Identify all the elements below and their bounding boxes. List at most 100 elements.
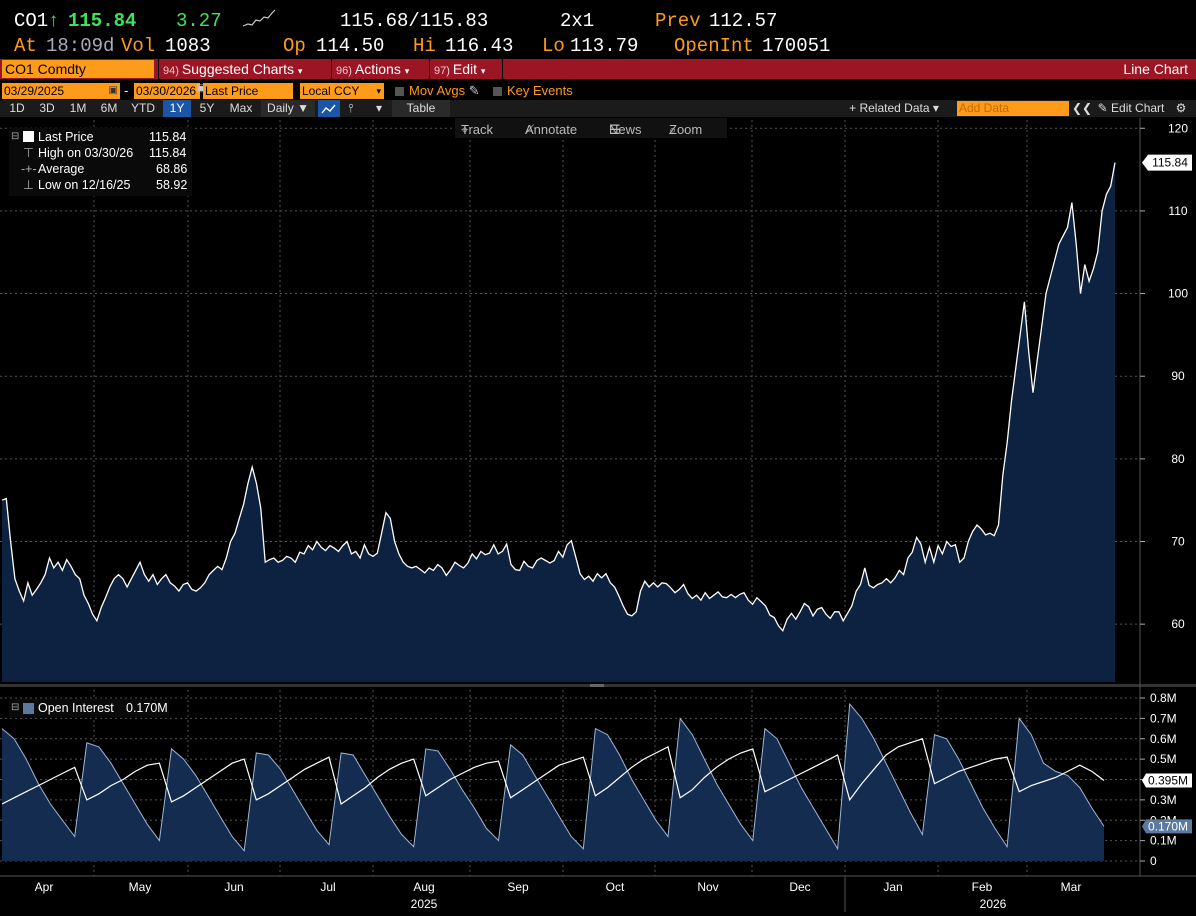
end-date-field[interactable]: 03/30/2026 xyxy=(134,83,200,99)
function-bar: CO1 Comdty 94) Suggested Charts ▾ 96) Acti… xyxy=(0,59,1196,79)
x-tick-label: Jun xyxy=(224,880,243,894)
annotate-icon: ⟋ xyxy=(525,122,535,137)
last-price-label: Last Price xyxy=(38,130,94,144)
suggested-charts-menu[interactable]: 94) Suggested Charts ▾ xyxy=(158,59,330,79)
annotate-label: Annotate xyxy=(525,122,578,137)
year-label: 2026 xyxy=(980,897,1007,911)
year-label: 2025 xyxy=(411,897,438,911)
edit-chart-button[interactable]: ✎ Edit Chart xyxy=(1092,100,1170,117)
calendar-icon[interactable]: ▣ xyxy=(196,83,206,94)
pencil-icon[interactable]: ✎ xyxy=(468,83,480,98)
last-price-value: 115.84 xyxy=(149,130,187,144)
security-field[interactable]: CO1 Comdty xyxy=(2,60,154,78)
chart-tools: ⌖ Track ⟋ Annotate ☰ News ⌕ Zoom xyxy=(455,118,727,138)
checkbox-icon xyxy=(493,87,502,97)
collapse-legend-icon[interactable]: ⊟ xyxy=(11,131,20,142)
low-label: Low on 12/16/25 xyxy=(38,178,131,192)
add-data-input[interactable]: Add Data xyxy=(957,101,1069,116)
bar-chart-icon[interactable]: ⫯ xyxy=(348,101,354,115)
last-price-marker-label: 115.84 xyxy=(1152,156,1188,170)
x-tick-label: Sep xyxy=(507,880,529,894)
chevron-down-icon: ▾ xyxy=(376,86,381,96)
related-data-label: + Related Data xyxy=(849,101,930,115)
oi-y-tick-label: 0.7M xyxy=(1150,711,1177,725)
currency-value: Local CCY xyxy=(302,84,360,98)
actions-number: 96) xyxy=(336,65,352,77)
date-separator: - xyxy=(124,83,129,98)
oi-y-tick-label: 0.3M xyxy=(1150,793,1177,807)
bid-ask-size: 2x1 xyxy=(560,10,595,32)
key-events-toggle[interactable]: Key Events xyxy=(493,83,573,99)
mov-avgs-toggle[interactable]: Mov Avgs ✎ xyxy=(395,83,480,99)
actions-label: Actions xyxy=(354,61,401,77)
edit-menu[interactable]: 97) Edit ▾ xyxy=(429,59,503,79)
period-1d[interactable]: 1D xyxy=(9,101,25,115)
vol-value: 1083 xyxy=(165,35,211,57)
actions-menu[interactable]: 96) Actions ▾ xyxy=(331,59,427,79)
bid-ask: 115.68/115.83 xyxy=(340,10,489,32)
collapse-legend-icon[interactable]: ⊟ xyxy=(11,702,20,713)
oi-white-marker xyxy=(1142,773,1192,788)
x-tick-label: Dec xyxy=(789,880,810,894)
high-label: High on 03/30/26 xyxy=(38,146,134,160)
line-chart-icon[interactable] xyxy=(318,100,340,117)
quote-time: 18:09d xyxy=(46,35,115,57)
pencil-icon: ✎ xyxy=(1097,101,1108,115)
currency-selector[interactable]: Local CCY ▾ xyxy=(300,83,384,99)
average-marker-icon: -+- xyxy=(21,162,37,176)
period-max[interactable]: Max xyxy=(229,101,253,115)
zoom-label: Zoom xyxy=(669,122,703,137)
up-arrow-icon: ↑ xyxy=(48,10,60,32)
chart-type-title: Line Chart xyxy=(1123,61,1188,77)
prev-value: 112.57 xyxy=(709,10,778,32)
suggested-charts-label: Suggested Charts xyxy=(181,61,294,77)
checkbox-icon xyxy=(395,87,404,97)
start-date-field[interactable]: 03/29/2025 ▣ xyxy=(2,83,120,99)
x-tick-label: May xyxy=(129,880,152,894)
vol-label: Vol xyxy=(121,35,156,57)
news-label: News xyxy=(609,122,642,137)
gear-icon[interactable]: ⚙ xyxy=(1175,101,1187,115)
frequency-selector[interactable]: Daily ▼ xyxy=(261,100,315,117)
track-label: Track xyxy=(461,122,494,137)
period-1m[interactable]: 1M xyxy=(69,101,87,115)
key-events-label: Key Events xyxy=(507,83,573,98)
period-1y[interactable]: 1Y xyxy=(163,100,191,117)
price-y-tick-label: 70 xyxy=(1171,535,1185,549)
suggested-charts-number: 94) xyxy=(163,65,179,77)
x-tick-label: Jan xyxy=(883,880,902,894)
ticker: CO1 xyxy=(14,10,49,32)
chevron-down-icon: ▾ xyxy=(480,66,486,76)
period-ytd[interactable]: YTD xyxy=(131,101,155,115)
x-tick-label: Jul xyxy=(320,880,335,894)
edit-label: Edit xyxy=(452,61,478,77)
related-data-menu[interactable]: + Related Data ▾ xyxy=(842,100,946,117)
oi-y-tick-label: 0.8M xyxy=(1150,691,1177,705)
period-5y[interactable]: 5Y xyxy=(199,101,215,115)
field-selector[interactable]: Last Price xyxy=(203,83,293,99)
oi-y-tick-label: 0 xyxy=(1150,854,1157,868)
openint-label: OpenInt xyxy=(674,35,754,57)
price-y-tick-label: 60 xyxy=(1171,617,1185,631)
oi-y-tick-label: 0.5M xyxy=(1150,752,1177,766)
openint-value: 170051 xyxy=(762,35,831,57)
low-value: 58.92 xyxy=(156,178,188,192)
collapse-icon[interactable]: ❮❮ xyxy=(1072,101,1093,115)
edit-number: 97) xyxy=(434,65,450,77)
chevron-down-icon[interactable]: ▾ xyxy=(375,101,383,115)
last-price-marker xyxy=(1142,154,1192,171)
oi-marker xyxy=(1142,819,1192,834)
sparkline-icon xyxy=(242,9,276,27)
period-6m[interactable]: 6M xyxy=(100,101,118,115)
oi-value: 0.170M xyxy=(126,701,168,715)
high-label: Hi xyxy=(413,35,436,57)
table-button[interactable]: Table xyxy=(392,100,450,117)
open-label: Op xyxy=(283,35,306,57)
oi-white-line xyxy=(1,738,1105,805)
period-3d[interactable]: 3D xyxy=(39,101,55,115)
low-marker-icon: ⊥ xyxy=(23,178,34,192)
average-value: 68.86 xyxy=(156,162,188,176)
calendar-icon[interactable]: ▣ xyxy=(108,85,118,96)
oi-line xyxy=(1,702,1105,852)
end-date-value: 03/30/2026 xyxy=(136,84,197,98)
